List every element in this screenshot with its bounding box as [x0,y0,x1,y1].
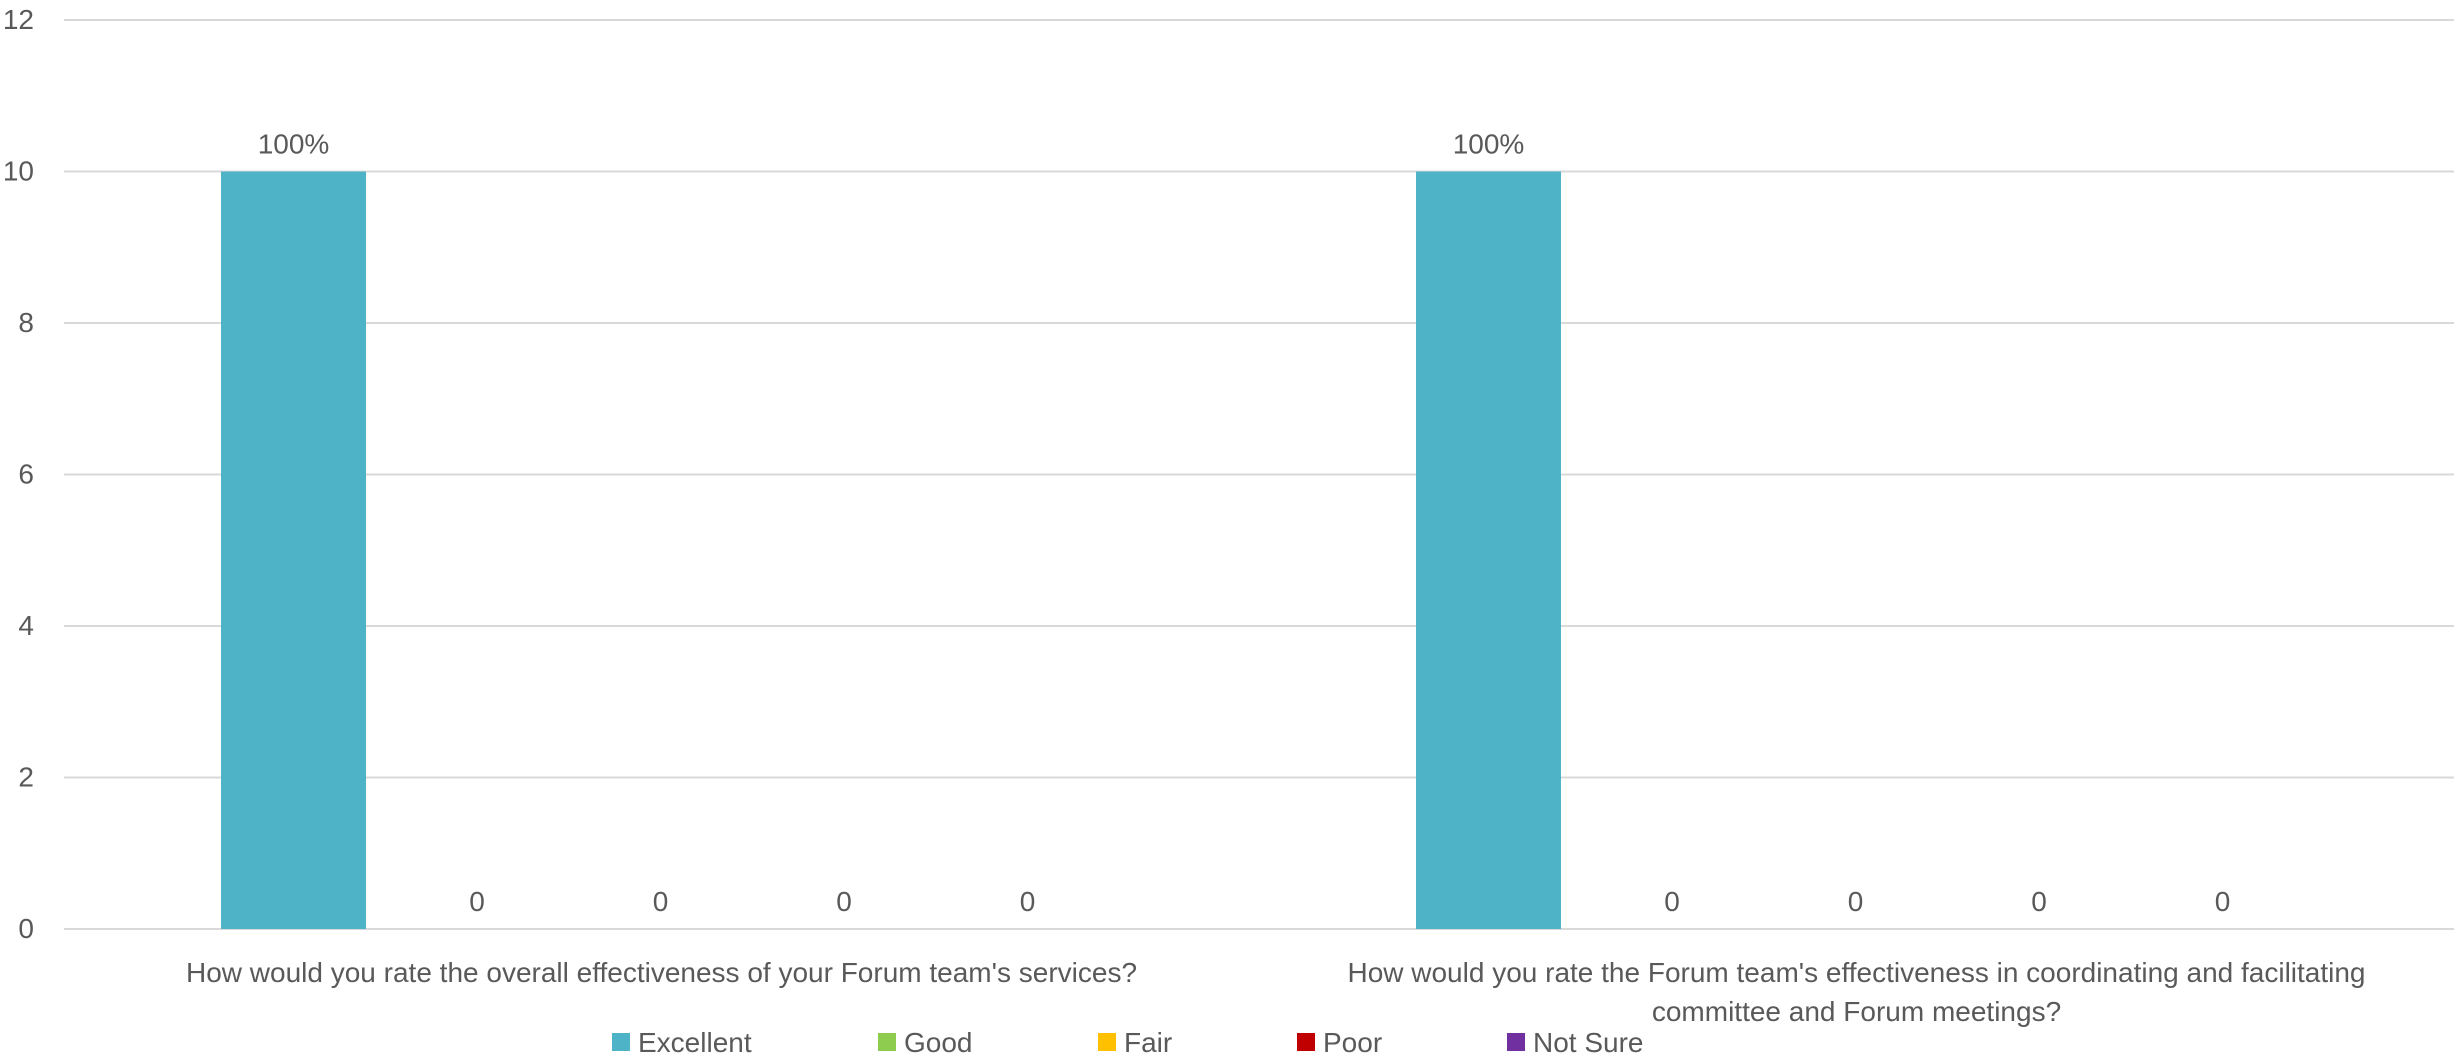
legend-label: Excellent [638,1027,752,1058]
y-tick-label: 6 [18,459,34,490]
data-label: 0 [1020,886,1036,917]
data-label: 0 [653,886,669,917]
bar-excellent [221,171,366,929]
bar-excellent [1416,171,1561,929]
data-label: 100% [1453,129,1525,160]
data-label: 0 [836,886,852,917]
legend-swatch [1297,1033,1315,1051]
data-label: 100% [258,129,330,160]
legend-swatch [878,1033,896,1051]
x-category-label: committee and Forum meetings? [1652,996,2061,1027]
x-axis-category-labels: How would you rate the overall effective… [186,957,2366,1027]
legend-label: Poor [1323,1027,1382,1058]
legend: Excellent Good Fair Poor Not Sure [612,1027,1644,1058]
legend-swatch [1098,1033,1116,1051]
legend-swatch [1507,1033,1525,1051]
y-tick-label: 10 [3,156,34,187]
y-axis-tick-labels: 0 2 4 6 8 10 12 [3,4,34,944]
data-label: 0 [2215,886,2231,917]
x-category-label: How would you rate the overall effective… [186,957,1137,988]
legend-label: Not Sure [1533,1027,1644,1058]
data-label: 0 [2031,886,2047,917]
bars [221,171,1561,929]
data-label: 0 [469,886,485,917]
y-tick-label: 4 [18,610,34,641]
data-labels: 100% 0 0 0 0 100% 0 0 0 0 [258,129,2231,918]
legend-swatch [612,1033,630,1051]
y-tick-label: 8 [18,307,34,338]
legend-label: Fair [1124,1027,1172,1058]
y-tick-label: 2 [18,762,34,793]
data-label: 0 [1848,886,1864,917]
y-tick-label: 12 [3,4,34,35]
gridlines [64,19,2454,930]
y-tick-label: 0 [18,913,34,944]
x-category-label: How would you rate the Forum team's effe… [1347,957,2365,988]
legend-label: Good [904,1027,973,1058]
data-label: 0 [1664,886,1680,917]
